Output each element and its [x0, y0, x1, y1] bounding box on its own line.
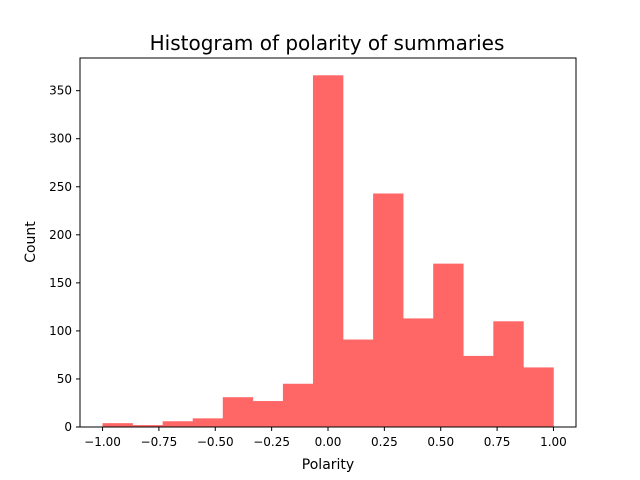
histogram-bar: [433, 263, 464, 427]
x-tick-label: 0.75: [484, 435, 511, 449]
y-tick-label: 300: [49, 132, 72, 146]
x-tick-label: 0.25: [371, 435, 398, 449]
y-tick-label: 100: [49, 324, 72, 338]
y-axis-ticks: 0 50 100 150 200 250 300 350: [49, 84, 80, 434]
y-axis-label: Count: [23, 221, 39, 263]
histogram-bar: [312, 75, 344, 427]
x-tick-label: −0.50: [197, 435, 234, 449]
histogram-bar: [162, 421, 194, 427]
y-tick-label: 200: [49, 228, 72, 242]
y-tick-label: 250: [49, 180, 72, 194]
x-tick-label: 1.00: [540, 435, 567, 449]
histogram-bar: [403, 318, 434, 427]
y-tick-label: 150: [49, 276, 72, 290]
histogram-bar: [252, 401, 284, 427]
bars-group: [102, 75, 554, 427]
y-tick-label: 50: [57, 372, 72, 386]
histogram-bar: [343, 339, 374, 427]
histogram-bar: [222, 397, 254, 427]
x-tick-label: −0.75: [141, 435, 178, 449]
chart-title: Histogram of polarity of summaries: [150, 31, 505, 55]
histogram-bar: [493, 321, 524, 427]
histogram-bar: [102, 423, 133, 427]
x-axis-ticks: −1.00 −0.75 −0.50 −0.25 0.00 0.25 0.50 0.75 1.00: [84, 427, 567, 449]
histogram-bar: [463, 355, 494, 427]
x-tick-label: 0.50: [427, 435, 454, 449]
histogram-bar: [373, 193, 404, 427]
y-tick-label: 0: [64, 420, 72, 434]
x-tick-label: 0.00: [315, 435, 342, 449]
histogram-bar: [282, 383, 314, 427]
histogram-bar: [523, 367, 554, 427]
y-tick-label: 350: [49, 84, 72, 98]
x-tick-label: −1.00: [84, 435, 121, 449]
histogram-bar: [192, 418, 224, 427]
histogram-bar: [132, 425, 163, 427]
x-tick-label: −0.25: [253, 435, 290, 449]
x-axis-label: Polarity: [302, 457, 354, 473]
